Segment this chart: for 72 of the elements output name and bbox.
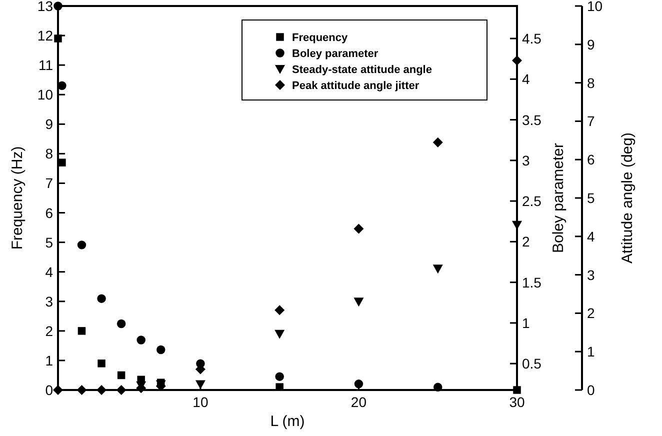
legend-label: Frequency [292, 32, 349, 44]
point [116, 385, 126, 395]
y3-tick-label: 6 [587, 152, 595, 168]
y-tick-label: 13 [37, 0, 54, 14]
y-tick-label: 3 [45, 293, 54, 310]
y-tick-label: 6 [45, 204, 54, 221]
point [354, 298, 364, 307]
y-tick-label: 12 [37, 28, 54, 44]
y-tick-label: 8 [45, 146, 54, 162]
point [512, 56, 522, 66]
point [116, 319, 126, 328]
x-tick-label: 20 [350, 394, 367, 410]
x-tick-label: 10 [192, 394, 208, 410]
x-tick-label: 30 [509, 394, 525, 410]
y-tick-label: 0 [45, 382, 54, 398]
legend-label: Steady-state attitude angle [292, 64, 432, 76]
point [432, 137, 443, 148]
y-tick-label: 5 [45, 234, 54, 250]
y3-tick-label: 0 [587, 382, 595, 398]
y3-tick-label: 4 [587, 228, 595, 244]
point [513, 386, 521, 394]
point [274, 330, 285, 339]
y-tick-label: 1 [45, 352, 54, 368]
point [58, 158, 66, 166]
y-tick-label: 7 [45, 175, 54, 192]
y3-axis-title: Attitude angle (deg) [619, 132, 636, 264]
point [156, 345, 166, 354]
point [117, 371, 126, 380]
y-tick-label: 11 [38, 57, 54, 74]
y2-tick-label: 0.5 [522, 356, 542, 372]
y-tick-label: 10 [37, 86, 54, 103]
legend-label: Peak attitude angle jitter [292, 80, 420, 92]
point [54, 2, 62, 10]
point [354, 224, 364, 234]
point [54, 34, 62, 42]
y3-tick-label: 5 [587, 190, 595, 206]
point [76, 385, 87, 395]
point [275, 372, 284, 381]
legend-label: Boley parameter [292, 48, 379, 60]
y3-tick-label: 1 [587, 344, 595, 360]
y3-tick-label: 8 [587, 74, 595, 91]
y3-tick-label: 2 [587, 305, 595, 322]
y2-axis-title: Boley parameter [550, 142, 567, 254]
y2-tick-label: 4.5 [522, 30, 542, 47]
y2-tick-label: 3 [522, 152, 530, 168]
point [136, 336, 146, 344]
point [98, 360, 106, 368]
y3-tick-label: 10 [587, 0, 603, 14]
point [195, 380, 206, 390]
y-axis-title: Frequency (Hz) [9, 146, 26, 250]
y2-tick-label: 3.5 [522, 112, 542, 128]
y2-tick-label: 1.5 [522, 274, 542, 290]
y-tick-label: 2 [45, 322, 54, 339]
y2-tick-label: 2 [522, 234, 530, 250]
point [53, 385, 63, 395]
point [97, 294, 106, 303]
point [274, 305, 285, 316]
x-axis-title: L (m) [270, 413, 305, 430]
y3-tick-label: 3 [587, 266, 595, 283]
point [78, 327, 86, 335]
y2-tick-label: 4 [522, 71, 530, 88]
y2-tick-label: 1 [522, 314, 530, 331]
point [354, 380, 364, 388]
point [96, 385, 107, 395]
y3-tick-label: 7 [587, 113, 595, 130]
y2-tick-label: 2.5 [522, 193, 542, 210]
y-tick-label: 9 [45, 116, 54, 132]
point [433, 382, 442, 392]
point [77, 240, 86, 250]
y3-tick-label: 9 [587, 36, 595, 52]
y-tick-label: 4 [45, 264, 54, 280]
point [432, 264, 443, 274]
